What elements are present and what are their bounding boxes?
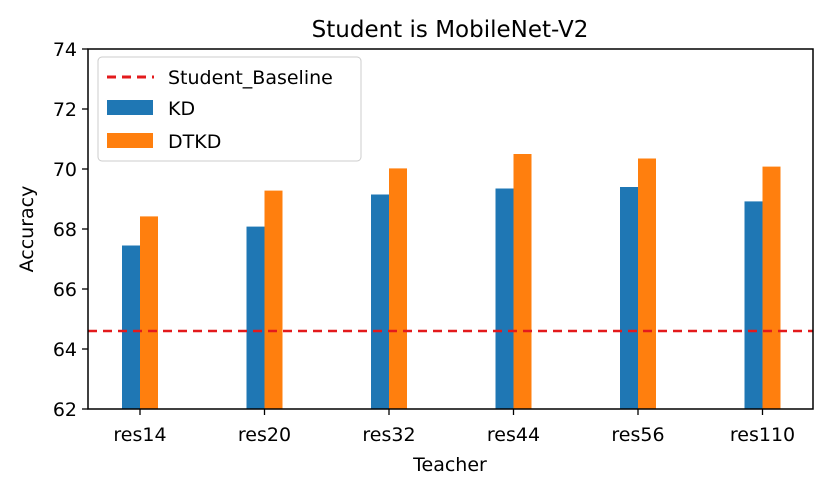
bar-kd-res110 <box>744 201 763 409</box>
bar-dtkd-res32 <box>389 168 407 409</box>
bar-dtkd-res44 <box>513 154 532 409</box>
x-tick-label-res44: res44 <box>487 424 540 446</box>
legend-kd-swatch <box>107 100 153 115</box>
y-tick-label: 66 <box>53 279 77 301</box>
x-tick-label-res110: res110 <box>730 424 795 446</box>
chart-title: Student is MobileNet-V2 <box>312 17 589 43</box>
plot-area <box>88 154 813 409</box>
legend: Student_Baseline KD DTKD <box>97 56 362 162</box>
x-axis-label: Teacher <box>412 454 487 476</box>
y-axis: 62 64 66 68 70 72 74 <box>53 39 88 421</box>
bar-dtkd-res14 <box>140 216 158 409</box>
legend-kd-label: KD <box>168 98 195 120</box>
y-axis-label: Accuracy <box>16 186 38 273</box>
y-tick-label: 62 <box>53 399 77 421</box>
x-tick-label-res56: res56 <box>611 424 664 446</box>
legend-dtkd-swatch <box>107 133 153 148</box>
bar-kd-res44 <box>495 188 514 409</box>
y-tick-label: 70 <box>53 159 77 181</box>
bar-dtkd-res20 <box>264 190 283 409</box>
x-tick-label-res32: res32 <box>362 424 415 446</box>
y-tick-label: 74 <box>53 39 77 61</box>
y-tick-label: 68 <box>53 219 77 241</box>
bar-dtkd-res110 <box>762 166 781 409</box>
legend-box <box>97 56 362 162</box>
x-tick-label-res14: res14 <box>113 424 166 446</box>
bar-kd-res56 <box>620 187 638 409</box>
y-tick-label: 72 <box>53 99 77 121</box>
bar-dtkd-res56 <box>638 158 656 409</box>
legend-dtkd-label: DTKD <box>168 131 221 153</box>
bar-kd-res14 <box>122 245 140 409</box>
bar-kd-res20 <box>246 226 265 409</box>
x-tick-label-res20: res20 <box>238 424 291 446</box>
y-tick-label: 64 <box>53 339 77 361</box>
bar-kd-res32 <box>371 194 389 409</box>
legend-baseline-label: Student_Baseline <box>168 67 333 89</box>
x-axis: res14 res20 res32 res44 res56 res110 <box>113 409 795 446</box>
